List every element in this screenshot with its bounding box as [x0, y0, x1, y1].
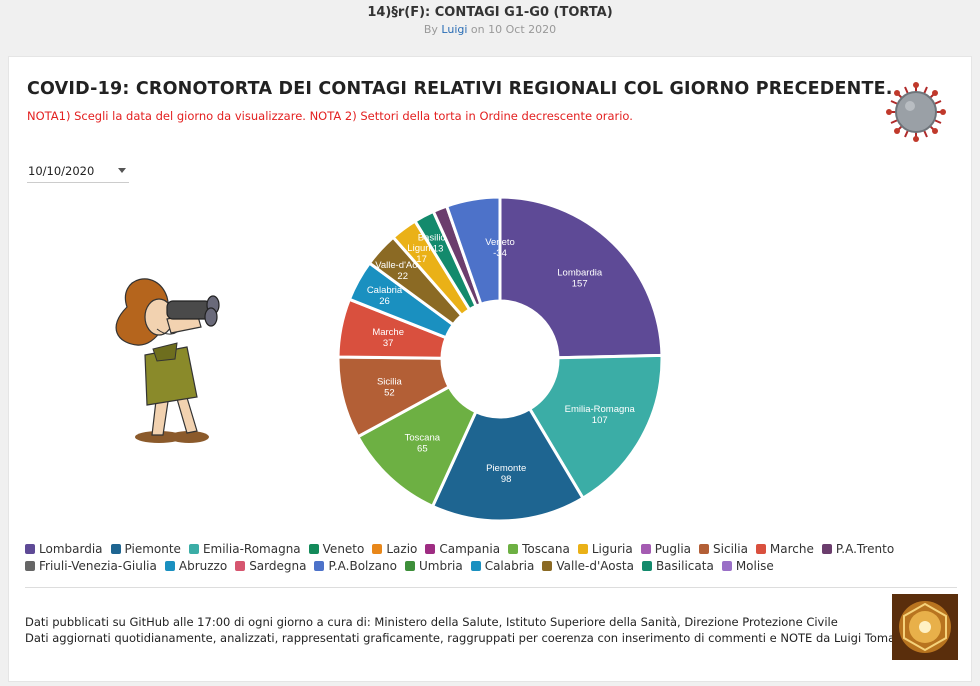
- legend-swatch: [641, 561, 652, 571]
- legend-item[interactable]: Basilicata: [641, 558, 714, 574]
- legend-item[interactable]: Abruzzo: [164, 558, 228, 574]
- legend-label: Abruzzo: [178, 559, 228, 573]
- virus-icon: [886, 82, 946, 142]
- author-link[interactable]: Luigi: [441, 23, 468, 36]
- byline-prefix: By: [423, 23, 442, 36]
- legend-label: Lombardia: [39, 542, 103, 556]
- legend-item[interactable]: Sardegna: [235, 558, 306, 574]
- legend-item[interactable]: Campania: [425, 541, 500, 557]
- legend-item[interactable]: Sicilia: [699, 541, 748, 557]
- legend-item[interactable]: Marche: [755, 541, 814, 557]
- legend-item[interactable]: Toscana: [508, 541, 570, 557]
- byline-date: on 10 Oct 2020: [467, 23, 557, 36]
- slice-label: Calabria 26: [367, 285, 403, 307]
- legend-item[interactable]: Umbria: [404, 558, 463, 574]
- chart-title: COVID-19: CRONOTORTA DEI CONTAGI RELATIV…: [27, 79, 893, 99]
- legend-swatch: [699, 544, 710, 554]
- chevron-down-icon: [118, 168, 126, 173]
- slice-label: Marche 37: [372, 327, 404, 349]
- legend-swatch: [164, 561, 175, 571]
- legend-swatch: [110, 544, 121, 554]
- legend-item[interactable]: Emilia-Romagna: [188, 541, 301, 557]
- legend-item[interactable]: P.A.Bolzano: [314, 558, 397, 574]
- divider: [25, 587, 957, 588]
- legend-swatch: [821, 544, 832, 554]
- slice-label: Valle-d'Aosta 22: [375, 260, 431, 282]
- legend-swatch: [404, 561, 415, 571]
- legend-item[interactable]: Puglia: [640, 541, 692, 557]
- legend-item[interactable]: P.A.Trento: [821, 541, 895, 557]
- legend-swatch: [470, 561, 481, 571]
- legend-label: P.A.Trento: [835, 542, 895, 556]
- date-value: 10/10/2020: [28, 164, 95, 178]
- footer-line-1: Dati pubblicati su GitHub alle 17:00 di …: [25, 615, 838, 629]
- legend-swatch: [755, 544, 766, 554]
- chart-legend: Lombardia Piemonte Emilia-Romagna Veneto Laz…: [25, 541, 965, 575]
- legend-label: Sardegna: [249, 559, 307, 573]
- slice-label: Veneto -34: [485, 237, 515, 259]
- legend-swatch: [314, 561, 325, 571]
- slice-label: Piemonte 98: [486, 463, 526, 485]
- legend-item[interactable]: Veneto: [308, 541, 365, 557]
- legend-item[interactable]: Calabria: [470, 558, 535, 574]
- note-text: NOTA1) Scegli la data del giorno da visu…: [27, 109, 633, 123]
- slice-label: Lombardia 157: [557, 268, 603, 290]
- legend-swatch: [308, 544, 319, 554]
- legend-swatch: [721, 561, 732, 571]
- binoculars-girl-illustration: [115, 278, 220, 443]
- legend-swatch: [640, 544, 651, 554]
- legend-label: P.A.Bolzano: [328, 559, 397, 573]
- pie-slice[interactable]: [430, 406, 586, 523]
- document-title: 14)§r(F): CONTAGI G1-G0 (TORTA): [367, 5, 613, 20]
- legend-label: Basilicata: [655, 559, 714, 573]
- chart-card: COVID-19: CRONOTORTA DEI CONTAGI RELATIV…: [8, 56, 972, 682]
- legend-item[interactable]: Molise: [721, 558, 774, 574]
- legend-label: Calabria: [484, 559, 535, 573]
- legend-swatch: [372, 544, 383, 554]
- slice-label: Liguria 17: [407, 243, 436, 265]
- author-logo-image: [892, 594, 958, 660]
- footer-text: Dati pubblicati su GitHub alle 17:00 di …: [25, 614, 918, 646]
- legend-swatch: [188, 544, 199, 554]
- slice-label: Basilicata 13: [418, 232, 459, 254]
- legend-swatch: [25, 544, 35, 554]
- legend-swatch: [235, 561, 246, 571]
- legend-label: Umbria: [418, 559, 463, 573]
- slice-label: Emilia-Romagna 107: [565, 404, 636, 426]
- legend-swatch: [542, 561, 553, 571]
- legend-label: Toscana: [522, 542, 570, 556]
- legend-swatch: [577, 544, 588, 554]
- legend-item[interactable]: Friuli-Venezia-Giulia: [25, 558, 157, 574]
- legend-label: Friuli-Venezia-Giulia: [39, 559, 157, 573]
- legend-swatch: [25, 561, 35, 571]
- legend-label: Campania: [439, 542, 501, 556]
- pie-slice[interactable]: [444, 197, 502, 307]
- slice-label: Sicilia 52: [377, 377, 403, 399]
- legend-item[interactable]: Valle-d'Aosta: [542, 558, 634, 574]
- pie-slice[interactable]: [498, 197, 664, 360]
- legend-item[interactable]: Liguria: [577, 541, 633, 557]
- legend-label: Lazio: [386, 542, 418, 556]
- date-dropdown[interactable]: 10/10/2020: [27, 161, 129, 183]
- legend-label: Veneto: [322, 542, 365, 556]
- legend-item[interactable]: Piemonte: [110, 541, 181, 557]
- legend-label: Valle-d'Aosta: [556, 559, 634, 573]
- legend-item[interactable]: Lazio: [372, 541, 417, 557]
- legend-label: Emilia-Romagna: [202, 542, 301, 556]
- slice-label: Toscana 65: [405, 432, 441, 454]
- legend-label: Sicilia: [713, 542, 748, 556]
- byline: By Luigi on 10 Oct 2020: [0, 23, 980, 36]
- page-header: 14)§r(F): CONTAGI G1-G0 (TORTA) By Luigi…: [0, 0, 980, 50]
- legend-label: Puglia: [654, 542, 692, 556]
- donut-chart: Lombardia 157 Emilia-Romagna 107 Piemonte 98 T…: [336, 197, 664, 523]
- legend-label: Piemonte: [124, 542, 181, 556]
- legend-label: Marche: [769, 542, 814, 556]
- footer-line-2: Dati aggiornati quotidianamente, analizz…: [25, 631, 918, 645]
- legend-label: Molise: [735, 559, 774, 573]
- legend-item[interactable]: Lombardia: [25, 541, 103, 557]
- legend-label: Liguria: [591, 542, 633, 556]
- legend-swatch: [508, 544, 519, 554]
- legend-swatch: [425, 544, 436, 554]
